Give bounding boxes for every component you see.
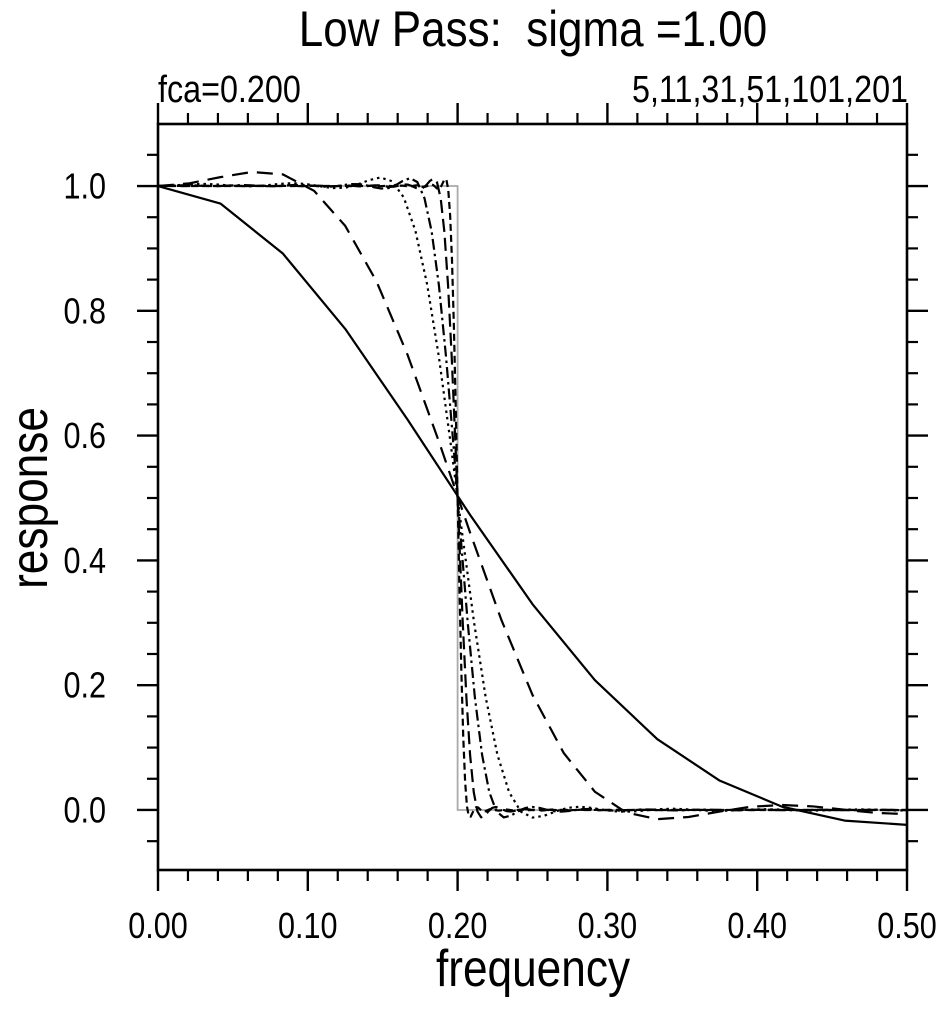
response-curve-nwt-5 (157, 184, 908, 826)
response-curve-nwt-201 (157, 178, 908, 818)
x-tick-label: 0.40 (727, 907, 787, 947)
y-tick-label: 0.2 (63, 666, 106, 706)
nwt-list-annotation: 5,11,31,51,101,201 (631, 69, 908, 111)
ideal-response-line (158, 185, 907, 811)
response-curve-nwt-31 (157, 176, 908, 819)
x-axis-label: frequency (435, 940, 631, 998)
y-tick-label: 0.6 (63, 417, 106, 457)
fca-annotation: fca=0.200 (158, 69, 301, 111)
y-tick-label: 0.4 (63, 542, 106, 582)
y-tick-label: 0.8 (63, 292, 106, 332)
y-tick-label: 0.0 (63, 791, 106, 831)
x-tick-label: 0.10 (278, 907, 338, 947)
plot-frame (156, 122, 909, 872)
response-curve-nwt-11 (157, 170, 908, 821)
response-curve-nwt-101 (157, 177, 908, 819)
x-tick-label: 0.00 (128, 907, 188, 947)
x-tick-label: 0.20 (428, 907, 488, 947)
response-curve-nwt-51 (157, 177, 908, 819)
chart-title: Low Pass: sigma =1.00 (298, 1, 768, 57)
y-tick-label: 1.0 (63, 167, 106, 207)
x-tick-label: 0.50 (877, 907, 937, 947)
x-tick-label: 0.30 (578, 907, 638, 947)
